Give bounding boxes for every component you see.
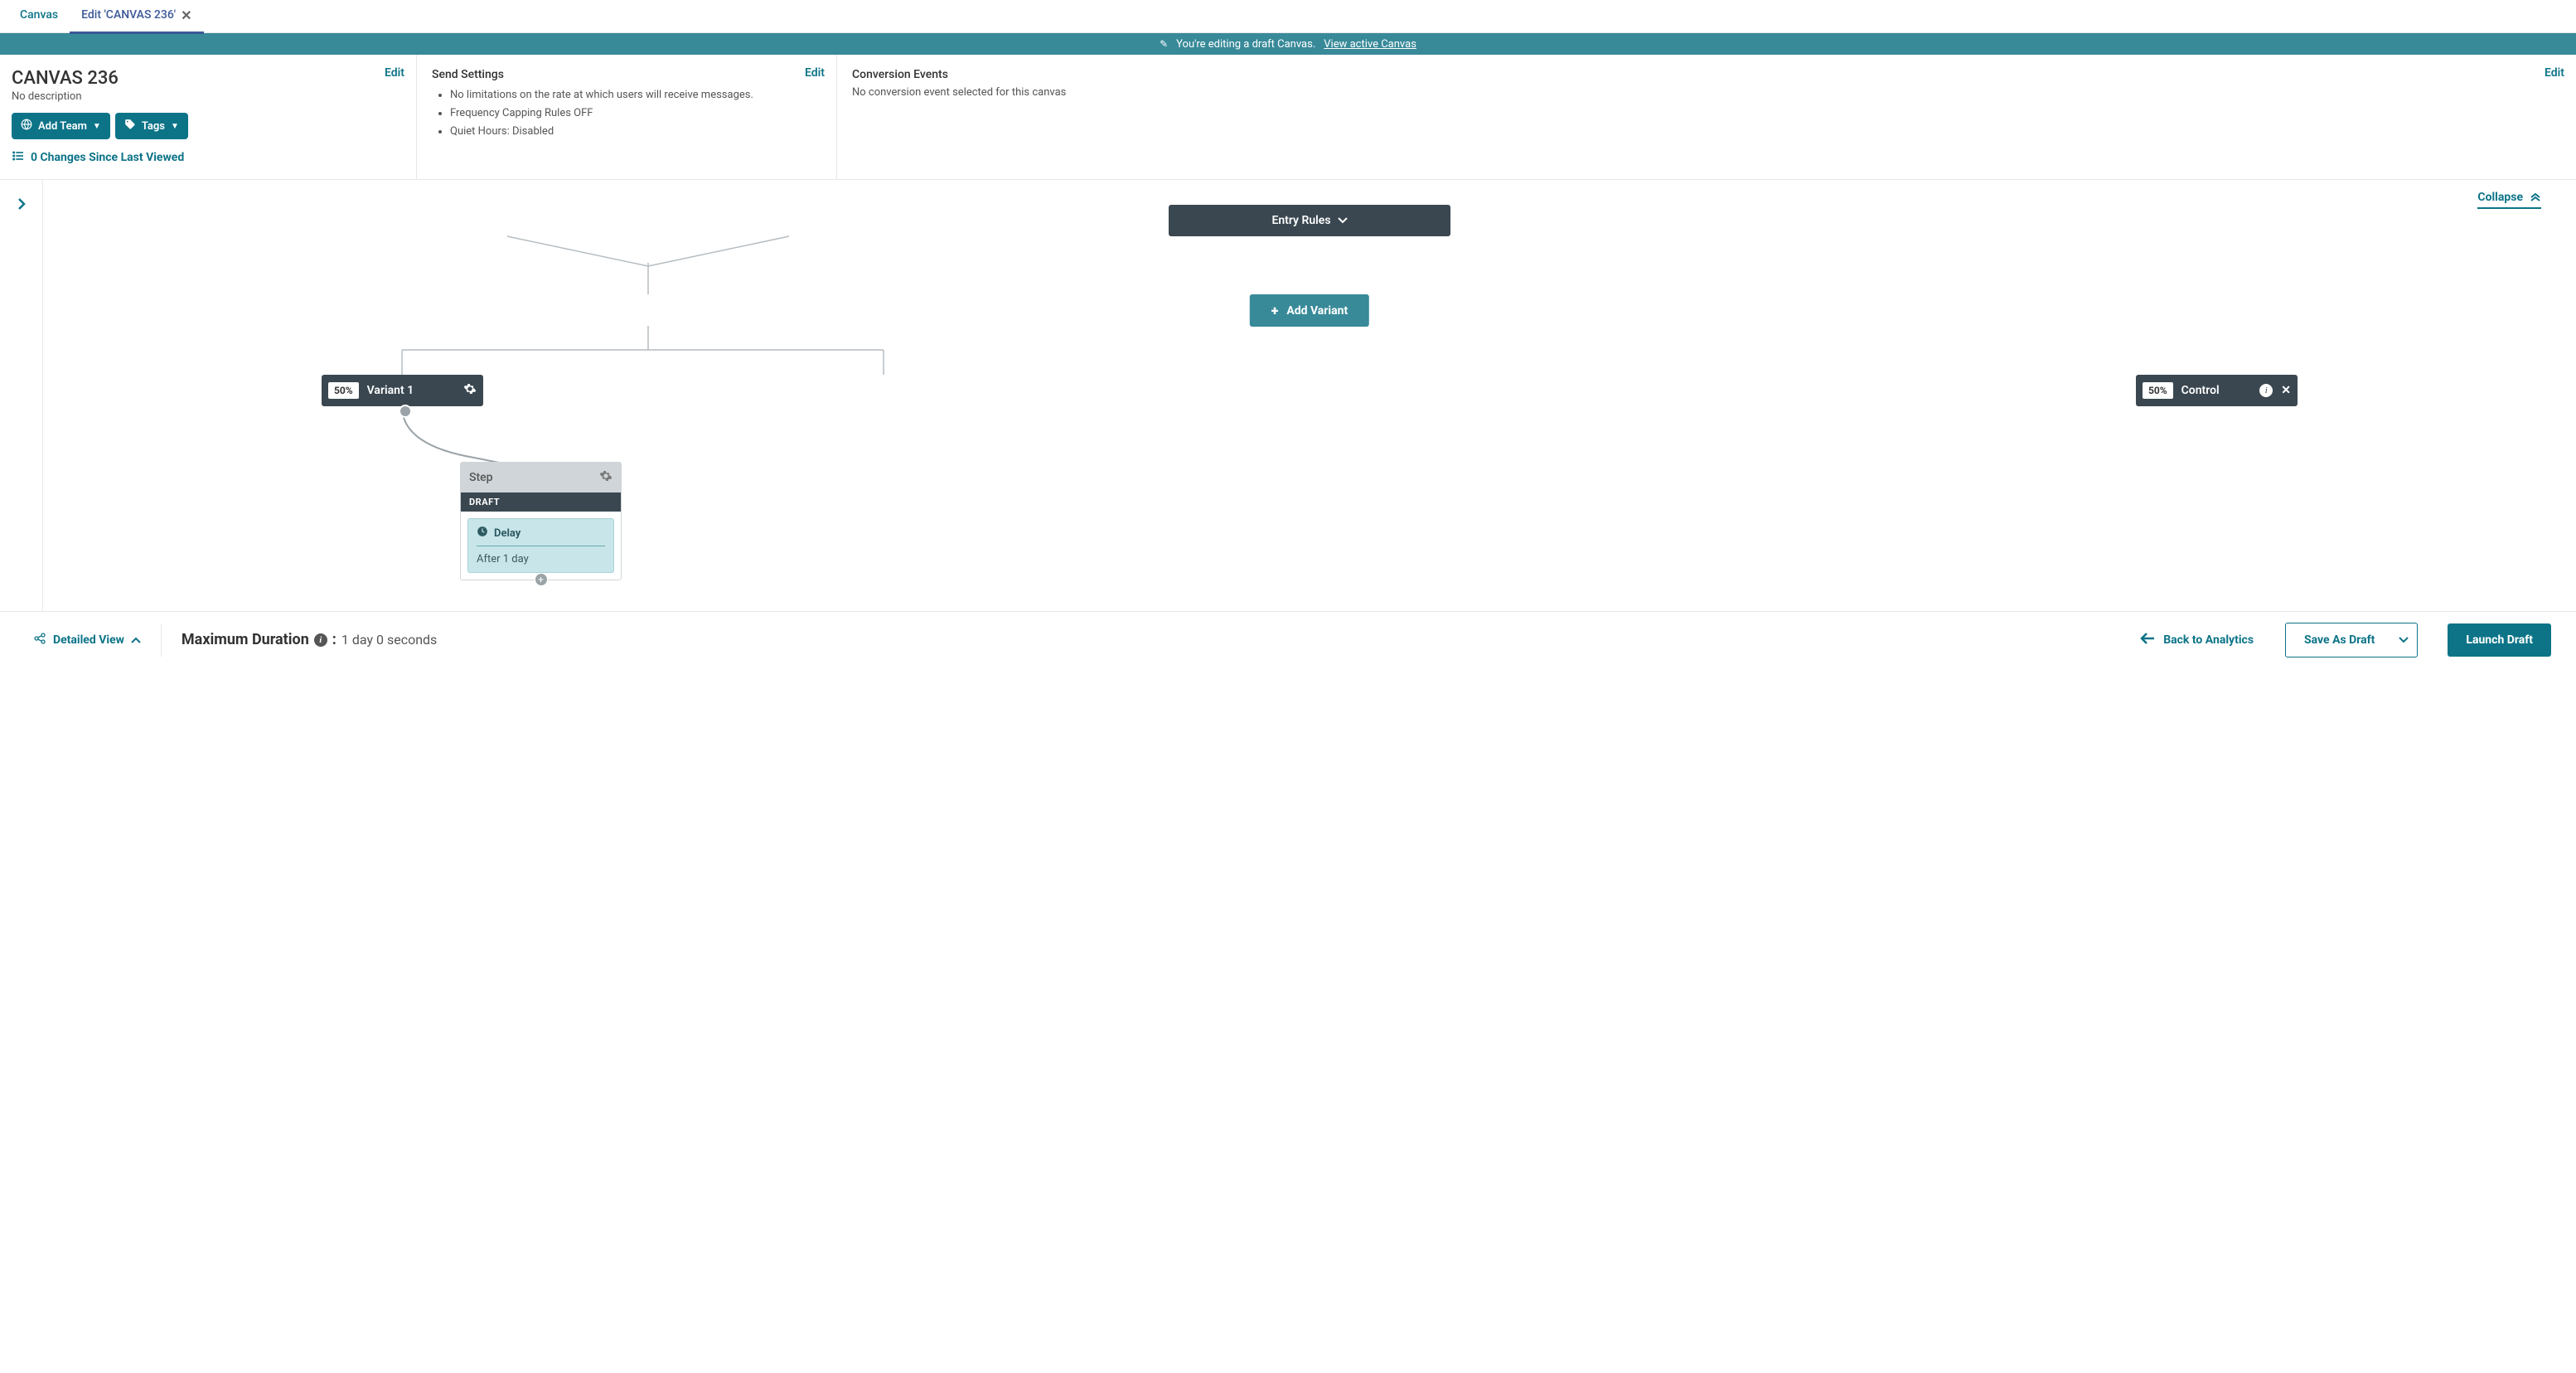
control-node[interactable]: 50% Control i ✕ — [2136, 375, 2298, 406]
tab-canvas[interactable]: Canvas — [8, 0, 70, 32]
detailed-view-button[interactable]: Detailed View — [33, 632, 141, 648]
delay-label: Delay — [494, 527, 521, 540]
send-setting-item: No limitations on the rate at which user… — [450, 86, 825, 104]
step-title: Step — [469, 471, 493, 484]
add-step-button[interactable]: + — [535, 573, 548, 586]
tags-label: Tags — [142, 120, 165, 133]
changes-since-viewed[interactable]: 0 Changes Since Last Viewed — [12, 149, 404, 166]
chevron-down-icon — [1338, 214, 1348, 227]
send-settings-panel: Edit Send Settings No limitations on the… — [417, 55, 837, 179]
step-header: Step — [461, 463, 621, 492]
canvas-editor: Collapse Entry Rules — [0, 180, 2576, 611]
share-icon — [33, 632, 46, 648]
add-variant-label: Add Variant — [1286, 304, 1348, 318]
save-as-draft-button[interactable]: Save As Draft — [2285, 623, 2394, 657]
control-label: Control — [2181, 384, 2252, 397]
send-settings-list: No limitations on the rate at which user… — [432, 86, 825, 141]
conversion-heading: Conversion Events — [852, 68, 2564, 81]
detailed-view-label: Detailed View — [53, 633, 124, 647]
tab-edit-label: Edit 'CANVAS 236' — [81, 8, 176, 22]
entry-rules-node[interactable]: Entry Rules — [1169, 205, 1450, 236]
globe-icon — [21, 119, 32, 133]
view-active-canvas-link[interactable]: View active Canvas — [1324, 38, 1416, 51]
send-setting-item: Frequency Capping Rules OFF — [450, 104, 825, 123]
chevron-down-icon: ▼ — [93, 122, 101, 131]
expand-sidebar-button[interactable] — [0, 180, 43, 611]
back-label: Back to Analytics — [2163, 633, 2254, 647]
footer-bar: Detailed View Maximum Duration i : 1 day… — [0, 611, 2576, 667]
delay-value: After 1 day — [477, 553, 605, 565]
delay-box[interactable]: Delay After 1 day — [467, 518, 614, 573]
variant-1-node[interactable]: 50% Variant 1 — [322, 375, 483, 406]
flow-area: Entry Rules + Add Variant 50% Variant 1 … — [43, 180, 2576, 611]
max-duration-value: 1 day 0 seconds — [341, 632, 437, 648]
gear-icon[interactable] — [463, 382, 477, 399]
chevron-up-icon — [131, 633, 141, 647]
banner-text: You're editing a draft Canvas. — [1176, 38, 1315, 51]
conversion-events-panel: Edit Conversion Events No conversion eve… — [837, 55, 2576, 179]
max-duration: Maximum Duration i : 1 day 0 seconds — [182, 631, 437, 648]
add-team-label: Add Team — [38, 120, 87, 133]
max-duration-label: Maximum Duration — [182, 631, 309, 648]
entry-rules-label: Entry Rules — [1271, 214, 1330, 227]
gear-icon[interactable] — [599, 469, 613, 486]
send-setting-item: Quiet Hours: Disabled — [450, 123, 825, 141]
draft-banner: ✎ You're editing a draft Canvas. View ac… — [0, 33, 2576, 55]
variant-1-pct: 50% — [328, 382, 359, 399]
tag-icon — [124, 119, 136, 133]
conversion-text: No conversion event selected for this ca… — [852, 86, 2564, 99]
close-icon[interactable]: ✕ — [2281, 384, 2291, 397]
canvas-description: No description — [12, 90, 404, 103]
canvas-title: CANVAS 236 — [12, 68, 404, 89]
save-dropdown-button[interactable] — [2390, 623, 2418, 657]
add-variant-button[interactable]: + Add Variant — [1250, 294, 1369, 327]
max-duration-colon: : — [332, 631, 337, 648]
edit-send-settings-link[interactable]: Edit — [805, 66, 825, 80]
info-icon[interactable]: i — [2259, 384, 2273, 397]
info-icon[interactable]: i — [314, 633, 327, 647]
info-row: Edit CANVAS 236 No description Add Team … — [0, 55, 2576, 180]
edit-canvas-info-link[interactable]: Edit — [385, 66, 404, 80]
arrow-left-icon — [2140, 633, 2155, 648]
tags-button[interactable]: Tags ▼ — [115, 113, 188, 139]
list-icon — [12, 149, 25, 166]
tab-edit-canvas[interactable]: Edit 'CANVAS 236' ✕ — [70, 0, 203, 34]
edit-conversion-link[interactable]: Edit — [2545, 66, 2564, 80]
variant-1-label: Variant 1 — [367, 384, 455, 397]
close-icon[interactable]: ✕ — [181, 7, 191, 23]
plus-icon: + — [1271, 303, 1279, 318]
tab-bar: Canvas Edit 'CANVAS 236' ✕ — [0, 0, 2576, 33]
divider — [161, 623, 162, 657]
changes-text: 0 Changes Since Last Viewed — [31, 151, 184, 164]
chevron-down-icon: ▼ — [171, 122, 179, 131]
step-card[interactable]: Step DRAFT Delay After 1 day + — [460, 462, 622, 580]
add-team-button[interactable]: Add Team ▼ — [12, 113, 110, 139]
pencil-icon: ✎ — [1160, 38, 1168, 50]
back-to-analytics-link[interactable]: Back to Analytics — [2140, 633, 2254, 648]
send-settings-heading: Send Settings — [432, 68, 825, 81]
control-pct: 50% — [2143, 382, 2173, 399]
clock-icon — [477, 526, 488, 541]
variant-drag-handle[interactable] — [399, 405, 412, 418]
launch-draft-button[interactable]: Launch Draft — [2448, 623, 2551, 657]
step-draft-badge: DRAFT — [461, 492, 621, 512]
canvas-info-panel: Edit CANVAS 236 No description Add Team … — [0, 55, 417, 179]
step-body: Delay After 1 day — [461, 512, 621, 580]
